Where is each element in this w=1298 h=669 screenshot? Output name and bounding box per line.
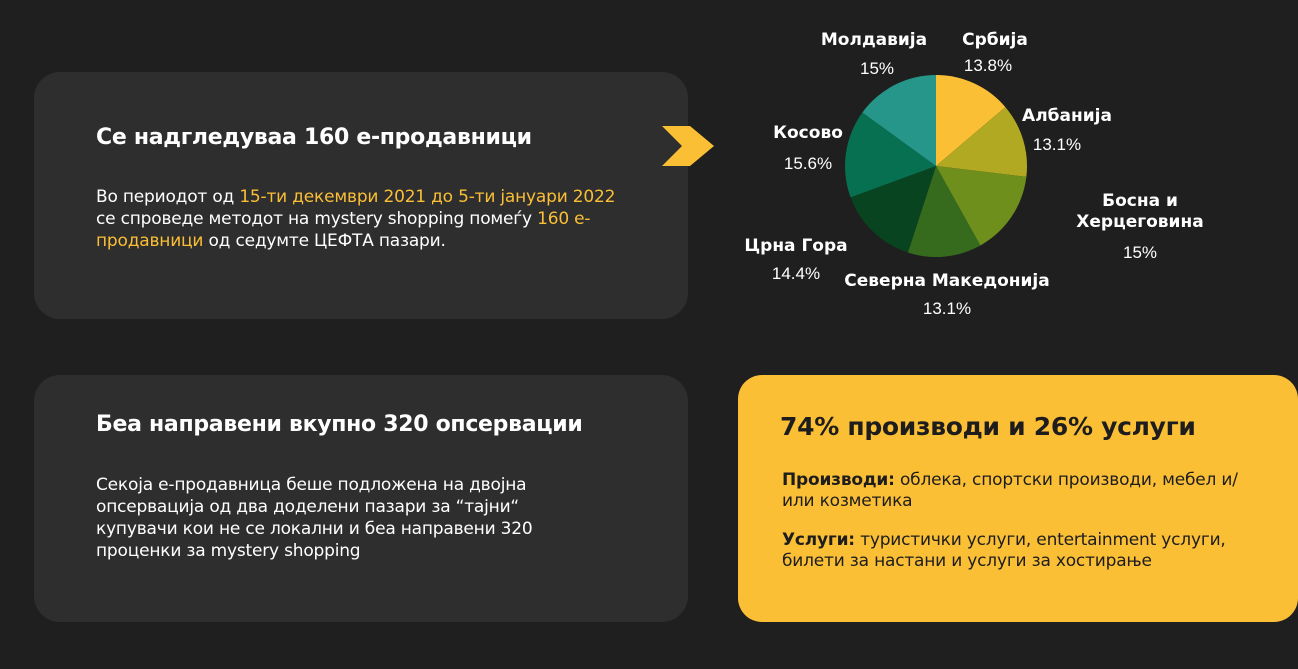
pie-slice-percent: 14.4%	[772, 264, 820, 283]
pie-slice	[862, 75, 936, 166]
pie-slice-percent: 15%	[860, 59, 894, 78]
body-text: од седумте ЦЕФТА пазари.	[203, 231, 446, 251]
services-label: Услуги:	[782, 530, 855, 550]
pie-slice	[936, 166, 1027, 246]
card-title: Беа направени вкупно 320 опсервации	[96, 412, 583, 437]
info-card-observations: Беа направени вкупно 320 опсервации Секо…	[34, 375, 688, 622]
products-label: Производи:	[782, 470, 895, 490]
pie-slice-label: Молдавија	[821, 30, 927, 50]
chevron-right-icon	[662, 126, 714, 166]
pie-slice-percent: 13.8%	[964, 56, 1012, 75]
card-title: Се надгледуваа 160 е-продавници	[96, 125, 532, 150]
products-services-title: 74% производи и 26% услуги	[780, 412, 1196, 441]
pie-slice	[850, 166, 936, 253]
services-text: туристички услуги, entertainment услуги,…	[782, 530, 1226, 571]
body-text: се спроведе методот на mystery shopping …	[96, 209, 538, 229]
pie-slice	[936, 107, 1027, 177]
highlight-dates: 15-ти декември 2021 до 5-ти јануари 2022	[239, 187, 616, 207]
pie-slice-percent: 13.1%	[1033, 135, 1081, 154]
pie-slice-label: Босна и	[1102, 191, 1178, 211]
pie-slice	[907, 166, 981, 258]
pie-slice-percent: 13.1%	[923, 299, 971, 318]
info-card-stores: Се надгледуваа 160 е-продавници Во перио…	[34, 72, 688, 319]
products-text: облека, спортски производи, мебел и/или …	[782, 470, 1238, 511]
pie-slice-label: Албанија	[1022, 106, 1112, 126]
products-paragraph: Производи: облека, спортски производи, м…	[782, 470, 1262, 512]
pie-slice-percent: 15%	[1123, 243, 1157, 262]
pie-slice-label: Црна Гора	[744, 236, 847, 256]
products-services-card: 74% производи и 26% услуги Производи: об…	[738, 375, 1298, 622]
card-body: Секоја е-продавница беше подложена на дв…	[96, 475, 533, 561]
pie-slice-label: Косово	[773, 123, 843, 143]
pie-slice-label: Србија	[962, 30, 1028, 50]
pie-slice-label: Северна Македонија	[844, 271, 1049, 291]
pie-slice	[936, 75, 1006, 166]
body-text: Во периодот од	[96, 187, 240, 207]
highlight-stores: 160 е-продавници	[96, 209, 591, 251]
services-paragraph: Услуги: туристички услуги, entertainment…	[782, 530, 1262, 572]
pie-slice-label: Херцеговина	[1076, 212, 1203, 232]
pie-slice	[845, 112, 936, 198]
card-body: Во периодот од 15-ти декември 2021 до 5-…	[96, 186, 636, 252]
pie-chart: Србија 13.8% Албанија 13.1% Босна иХерцегови…	[744, 30, 1203, 318]
pie-slice-percent: 15.6%	[784, 154, 832, 173]
